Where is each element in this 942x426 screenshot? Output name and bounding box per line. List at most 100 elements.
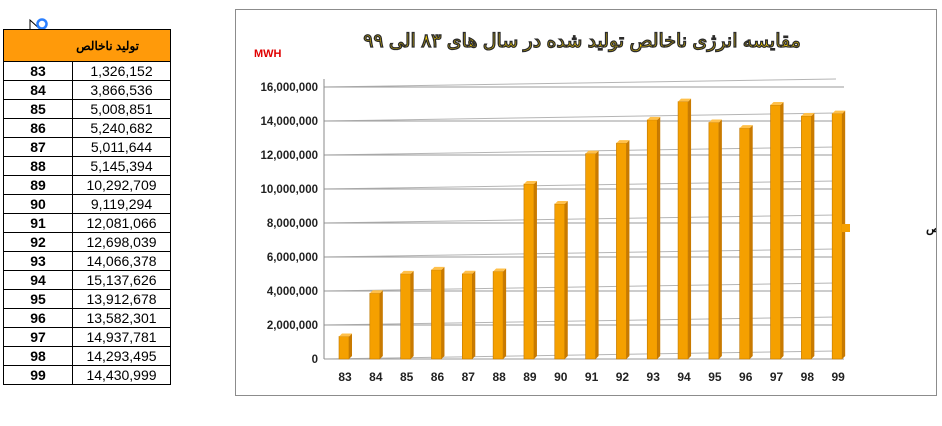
table-year-cell: 86 <box>3 118 73 138</box>
x-tick-label: 92 <box>616 370 630 384</box>
y-tick-label: 10,000,000 <box>260 184 318 196</box>
x-tick-label: 90 <box>554 370 568 384</box>
table-value-cell: 14,066,378 <box>72 251 171 271</box>
bar <box>646 116 661 360</box>
bar <box>369 290 383 360</box>
bar <box>831 110 846 360</box>
bar <box>585 150 599 360</box>
table-row: 98 14,293,495 <box>3 346 171 366</box>
bar <box>523 181 537 360</box>
table-year-cell: 95 <box>3 289 73 309</box>
gridline <box>323 78 837 88</box>
table-year-cell: 88 <box>3 156 73 176</box>
table-value-cell: 5,145,394 <box>72 156 171 176</box>
y-tick-label: 14,000,000 <box>260 116 318 128</box>
legend-label: تولید ناخالص <box>926 221 936 236</box>
gridline <box>323 214 837 224</box>
x-tick-label: 98 <box>801 370 815 384</box>
table-value-cell: 13,582,301 <box>72 308 171 328</box>
table-value-cell: 10,292,709 <box>72 175 171 195</box>
x-tick-label: 88 <box>492 370 506 384</box>
table-row: 95 13,912,678 <box>3 289 171 309</box>
x-tick-label: 91 <box>585 370 599 384</box>
table-year-cell: 83 <box>3 61 73 81</box>
x-tick-label: 94 <box>677 370 691 384</box>
y-tick-label: 0 <box>312 354 318 366</box>
table-value-cell: 14,293,495 <box>72 346 171 366</box>
table-year-cell: 99 <box>3 365 73 385</box>
gridline <box>323 146 837 156</box>
table-row: 83 1,326,152 <box>3 61 171 81</box>
production-table: تولید ناخالص 83 1,326,152 84 3,866,536 85 5,0… <box>3 29 171 385</box>
x-tick-label: 85 <box>400 370 414 384</box>
table-value-cell: 14,937,781 <box>72 327 171 347</box>
table-row: 84 3,866,536 <box>3 80 171 100</box>
table-value-cell: 3,866,536 <box>72 80 171 100</box>
gridline <box>323 180 837 190</box>
y-tick-label: 4,000,000 <box>267 286 318 298</box>
y-tick-label: 8,000,000 <box>267 218 318 230</box>
table-row: 91 12,081,066 <box>3 213 171 233</box>
table-row: 85 5,008,851 <box>3 99 171 119</box>
table-row: 99 14,430,999 <box>3 365 171 385</box>
x-tick-label: 96 <box>739 370 753 384</box>
gridline <box>323 112 837 122</box>
legend-swatch <box>842 224 850 232</box>
table-row: 93 14,066,378 <box>3 251 171 271</box>
bar <box>677 98 692 360</box>
table-row: 94 15,137,626 <box>3 270 171 290</box>
x-tick-label: 89 <box>523 370 537 384</box>
table-row: 92 12,698,039 <box>3 232 171 252</box>
bar <box>461 270 476 360</box>
table-value-cell: 9,119,294 <box>72 194 171 214</box>
bar-chart: مقایسه انرژی ناخالص تولید شده در سال های… <box>254 31 942 384</box>
table-year-cell: 91 <box>3 213 73 233</box>
table-row: 89 10,292,709 <box>3 175 171 195</box>
y-tick-label: 12,000,000 <box>260 150 318 162</box>
table-year-cell: 94 <box>3 270 73 290</box>
bar <box>616 140 630 360</box>
table-row: 97 14,937,781 <box>3 327 171 347</box>
table-value-cell: 5,240,682 <box>72 118 171 138</box>
table-year-cell: 98 <box>3 346 73 366</box>
bar <box>739 125 753 360</box>
table-value-cell: 14,430,999 <box>72 365 171 385</box>
bar <box>801 113 815 360</box>
x-tick-label: 87 <box>462 370 476 384</box>
y-tick-label: 6,000,000 <box>267 252 318 264</box>
bar <box>708 119 722 360</box>
table-year-cell: 92 <box>3 232 73 252</box>
table-value-cell: 12,081,066 <box>72 213 171 233</box>
bar <box>492 268 507 360</box>
table-year-cell: 85 <box>3 99 73 119</box>
table-year-cell: 90 <box>3 194 73 214</box>
x-tick-label: 97 <box>770 370 784 384</box>
table-year-cell: 97 <box>3 327 73 347</box>
y-axis-unit-label: MWH <box>254 48 282 60</box>
y-tick-label: 16,000,000 <box>260 82 318 94</box>
x-tick-label: 86 <box>431 370 445 384</box>
x-tick-label: 93 <box>647 370 661 384</box>
table-value-cell: 1,326,152 <box>72 61 171 81</box>
table-value-cell: 15,137,626 <box>72 270 171 290</box>
table-row: 86 5,240,682 <box>3 118 171 138</box>
table-year-cell: 93 <box>3 251 73 271</box>
bar <box>554 200 568 360</box>
table-value-cell: 5,008,851 <box>72 99 171 119</box>
bar <box>770 102 784 360</box>
table-value-cell: 12,698,039 <box>72 232 171 252</box>
table-row: 87 5,011,644 <box>3 137 171 157</box>
bar <box>400 270 414 360</box>
x-tick-label: 95 <box>708 370 722 384</box>
x-tick-label: 99 <box>831 370 845 384</box>
bar <box>338 333 352 360</box>
table-year-cell: 96 <box>3 308 73 328</box>
gridline <box>323 248 837 258</box>
x-tick-label: 84 <box>369 370 383 384</box>
table-value-cell: 5,011,644 <box>72 137 171 157</box>
table-row: 88 5,145,394 <box>3 156 171 176</box>
y-tick-label: 2,000,000 <box>267 320 318 332</box>
table-value-cell: 13,912,678 <box>72 289 171 309</box>
bar <box>431 266 445 360</box>
chart-panel: مقایسه انرژی ناخالص تولید شده در سال های… <box>235 9 942 396</box>
